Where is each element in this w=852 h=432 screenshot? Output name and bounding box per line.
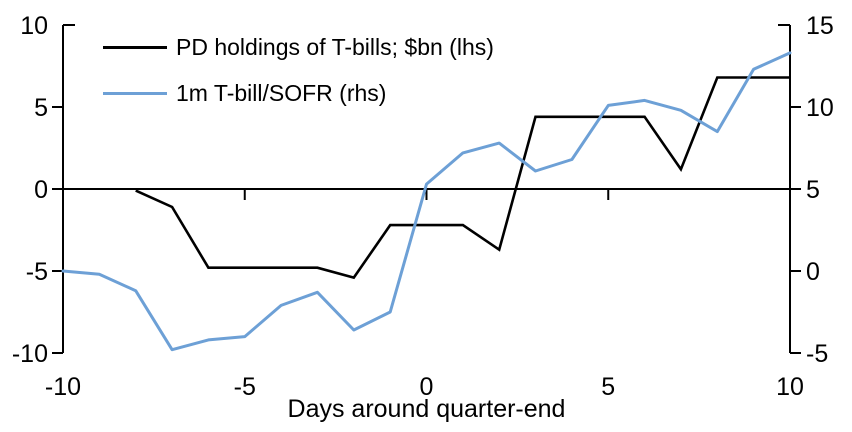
x-axis-tick-label: 0 <box>420 373 434 401</box>
x-axis-tick-label: -5 <box>234 373 256 401</box>
left-axis-tick-label: -5 <box>26 258 48 286</box>
legend-line-sample-blue <box>103 91 167 95</box>
left-axis-tick-label: 10 <box>20 12 48 40</box>
series-line-pd-holdings <box>135 76 790 280</box>
right-axis-tick-label: -5 <box>806 340 828 368</box>
left-axis-tick-label: -10 <box>12 340 48 368</box>
x-axis-title: Days around quarter-end <box>287 395 566 423</box>
legend-item-pd-holdings: PD holdings of T-bills; $bn (lhs) <box>103 33 494 61</box>
left-axis-tick-label: 5 <box>34 94 48 122</box>
legend-item-tbill-sofr: 1m T-bill/SOFR (rhs) <box>103 79 386 107</box>
legend-label-tbill-sofr: 1m T-bill/SOFR (rhs) <box>176 80 387 106</box>
legend-line-sample-black <box>103 45 167 49</box>
x-axis-tick-label: -10 <box>45 373 81 401</box>
left-axis-tick-label: 0 <box>34 176 48 204</box>
right-axis-tick-label: 0 <box>806 258 820 286</box>
right-axis-tick-label: 5 <box>806 176 820 204</box>
right-axis-tick-label: 10 <box>806 94 834 122</box>
x-axis-tick-label: 10 <box>776 373 804 401</box>
right-axis-tick-label: 15 <box>806 12 834 40</box>
series-line-tbill-sofr <box>61 51 792 352</box>
x-axis-tick-label: 5 <box>601 373 615 401</box>
legend-label-pd-holdings: PD holdings of T-bills; $bn (lhs) <box>176 34 494 60</box>
